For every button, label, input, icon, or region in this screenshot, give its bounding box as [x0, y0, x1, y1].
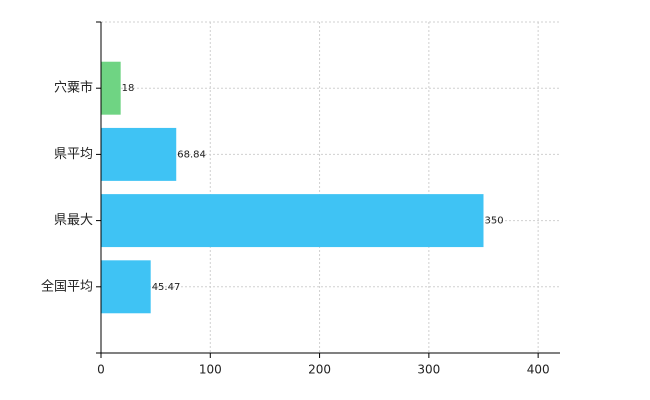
x-tick-label: 300 — [417, 363, 440, 377]
data-label: 45.47 — [152, 282, 181, 293]
data-label: 350 — [485, 216, 504, 227]
bar — [101, 194, 484, 248]
y-tick-label: 穴粟市 — [54, 80, 93, 96]
y-tick-label: 県平均 — [54, 147, 93, 162]
y-tick-label: 全国平均 — [41, 278, 93, 294]
bar — [101, 61, 121, 115]
x-tick-label: 200 — [308, 363, 331, 377]
data-label: 18 — [122, 83, 135, 94]
bar — [101, 127, 177, 181]
data-label: 68.84 — [177, 149, 206, 160]
x-tick-label: 0 — [97, 363, 105, 377]
x-tick-label: 100 — [199, 363, 222, 377]
x-tick-label: 400 — [527, 363, 550, 377]
y-tick-label: 県最大 — [54, 213, 93, 228]
bar — [101, 260, 151, 314]
